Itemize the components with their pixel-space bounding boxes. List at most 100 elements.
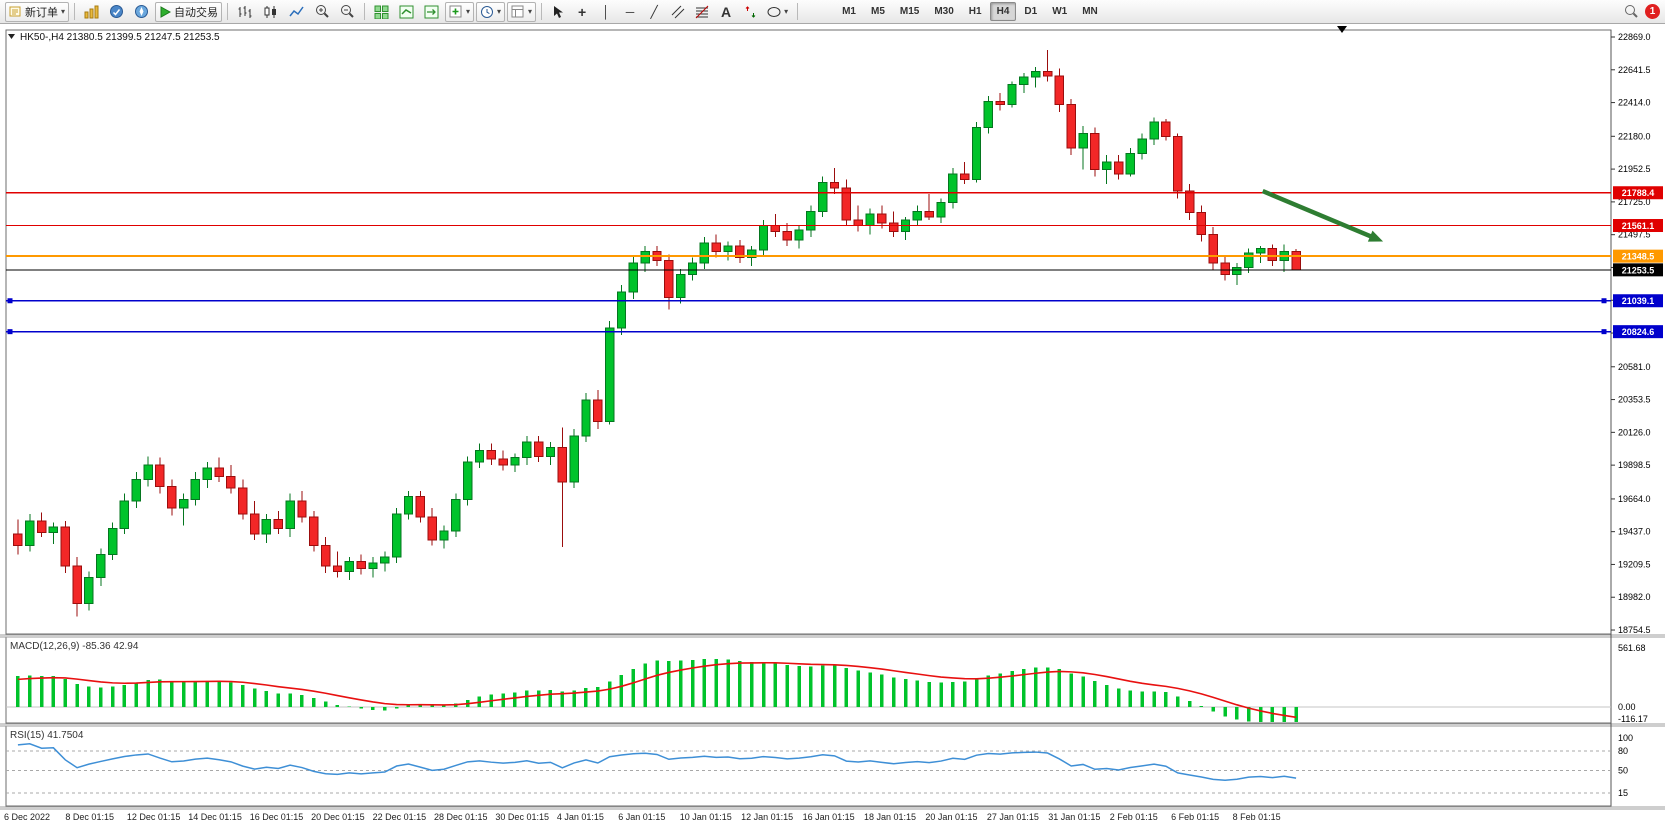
navigator-icon xyxy=(135,5,149,18)
chart-shift-icon xyxy=(424,5,439,18)
crosshair-icon: + xyxy=(577,3,587,20)
line-chart-mode-button[interactable] xyxy=(285,2,309,22)
charts-button[interactable] xyxy=(80,2,103,22)
timeframe-m15-button[interactable]: M15 xyxy=(893,2,926,21)
rsi-label: RSI(15) 41.7504 xyxy=(10,730,84,741)
svg-text:80: 80 xyxy=(1618,746,1628,756)
horizontal-line-tool-button[interactable]: ─ xyxy=(619,2,641,22)
timeframe-w1-button[interactable]: W1 xyxy=(1045,2,1074,21)
trendline-tool-button[interactable]: ╱ xyxy=(643,2,665,22)
timeframe-m1-button[interactable]: M1 xyxy=(835,2,863,21)
toolbar-separator xyxy=(74,3,76,20)
svg-text:21348.5: 21348.5 xyxy=(1622,252,1655,262)
chart-shift-marker[interactable] xyxy=(1337,26,1347,33)
period-button[interactable]: ▾ xyxy=(476,1,506,22)
new-chart-icon xyxy=(449,5,462,18)
timeframe-m5-button[interactable]: M5 xyxy=(864,2,892,21)
svg-text:10 Jan 01:15: 10 Jan 01:15 xyxy=(680,812,732,822)
timeframe-h1-button[interactable]: H1 xyxy=(962,2,989,21)
svg-text:22414.0: 22414.0 xyxy=(1618,98,1651,108)
svg-text:22641.5: 22641.5 xyxy=(1618,65,1651,75)
svg-text:12 Jan 01:15: 12 Jan 01:15 xyxy=(741,812,793,822)
vertical-line-tool-button[interactable]: │ xyxy=(595,2,617,22)
line-handle[interactable] xyxy=(1601,298,1607,304)
line-handle[interactable] xyxy=(7,329,13,335)
svg-text:30 Dec 01:15: 30 Dec 01:15 xyxy=(495,812,549,822)
zoom-in-button[interactable] xyxy=(311,2,334,22)
macd-histogram xyxy=(16,658,1298,722)
fibonacci-tool-button[interactable] xyxy=(691,2,713,22)
time-axis: 6 Dec 2022 8 Dec 01:15 12 Dec 01:15 14 Dec … xyxy=(4,812,1281,822)
svg-text:4 Jan 01:15: 4 Jan 01:15 xyxy=(557,812,604,822)
chevron-down-icon: ▾ xyxy=(528,6,533,16)
line-handle[interactable] xyxy=(7,298,13,304)
chart-shift-button[interactable] xyxy=(420,2,443,22)
svg-text:21497.5: 21497.5 xyxy=(1618,230,1651,240)
horizontal-line-icon: ─ xyxy=(625,4,635,19)
timeframe-group: M1 M5 M15 M30 H1 H4 D1 W1 MN xyxy=(835,2,1105,21)
svg-text:0.00: 0.00 xyxy=(1618,702,1636,712)
svg-text:21788.4: 21788.4 xyxy=(1622,188,1655,198)
svg-text:15: 15 xyxy=(1618,788,1628,798)
svg-text:-116.17: -116.17 xyxy=(1618,714,1648,724)
svg-text:100: 100 xyxy=(1618,733,1633,743)
svg-text:8 Feb 01:15: 8 Feb 01:15 xyxy=(1233,812,1281,822)
text-tool-button[interactable]: A xyxy=(715,2,737,22)
bar-chart-mode-button[interactable] xyxy=(233,2,257,22)
candles-layer xyxy=(13,49,1301,617)
svg-text:28 Dec 01:15: 28 Dec 01:15 xyxy=(434,812,488,822)
toolbar-separator xyxy=(541,3,543,20)
svg-text:6 Feb 01:15: 6 Feb 01:15 xyxy=(1171,812,1219,822)
svg-text:31 Jan 01:15: 31 Jan 01:15 xyxy=(1048,812,1100,822)
timeframe-d1-button[interactable]: D1 xyxy=(1017,2,1044,21)
svg-text:HK50-,H4 21380.5 21399.5 21247: HK50-,H4 21380.5 21399.5 21247.5 21253.5 xyxy=(20,32,220,43)
price-tag xyxy=(1613,186,1663,200)
svg-text:21039.1: 21039.1 xyxy=(1622,296,1655,306)
search-button[interactable] xyxy=(1620,2,1643,22)
price-lines[interactable] xyxy=(6,192,1611,335)
svg-text:16 Dec 01:15: 16 Dec 01:15 xyxy=(250,812,304,822)
zoom-out-button[interactable] xyxy=(336,2,359,22)
cursor-tool-button[interactable] xyxy=(547,2,569,22)
svg-text:19209.5: 19209.5 xyxy=(1618,559,1651,569)
timeframe-m30-button[interactable]: M30 xyxy=(927,2,960,21)
channel-tool-button[interactable] xyxy=(667,2,689,22)
shapes-tool-button[interactable]: ▾ xyxy=(763,2,792,22)
svg-text:2 Feb 01:15: 2 Feb 01:15 xyxy=(1110,812,1158,822)
svg-text:22869.0: 22869.0 xyxy=(1618,32,1651,42)
symbol-ohlc-label: HK50-,H4 21380.5 21399.5 21247.5 21253.5 xyxy=(8,32,220,43)
zoom-in-icon xyxy=(316,5,329,18)
market-watch-button[interactable] xyxy=(105,2,128,22)
template-button[interactable]: ▾ xyxy=(507,1,537,22)
trend-arrow[interactable] xyxy=(1261,188,1384,242)
svg-text:19437.0: 19437.0 xyxy=(1618,527,1651,537)
svg-text:20581.0: 20581.0 xyxy=(1618,362,1651,372)
auto-scroll-button[interactable] xyxy=(395,2,418,22)
price-tag xyxy=(1613,219,1663,233)
arrows-tool-button[interactable] xyxy=(739,2,761,22)
new-order-label: 新订单 xyxy=(25,6,58,19)
new-chart-button[interactable]: ▾ xyxy=(445,1,475,22)
autotrade-button[interactable]: 自动交易 xyxy=(155,1,223,22)
timeframe-h4-button[interactable]: H4 xyxy=(989,2,1017,21)
svg-text:27 Jan 01:15: 27 Jan 01:15 xyxy=(987,812,1039,822)
navigator-button[interactable] xyxy=(130,2,153,22)
line-handle[interactable] xyxy=(1601,329,1607,335)
svg-text:21952.5: 21952.5 xyxy=(1618,164,1651,174)
tile-windows-button[interactable] xyxy=(370,2,393,22)
chart-canvas[interactable]: 22869.0 22641.5 22414.0 22180.0 21952.5 21725… xyxy=(0,24,1665,834)
new-order-button[interactable]: 新订单 ▾ xyxy=(5,1,70,22)
arrows-icon xyxy=(745,5,755,18)
crosshair-tool-button[interactable]: + xyxy=(571,2,593,22)
price-tag xyxy=(1613,294,1663,308)
svg-text:20 Dec 01:15: 20 Dec 01:15 xyxy=(311,812,365,822)
pane-borders xyxy=(0,29,1665,810)
svg-text:16 Jan 01:15: 16 Jan 01:15 xyxy=(803,812,855,822)
notification-badge[interactable]: 1 xyxy=(1645,4,1660,19)
timeframe-mn-button[interactable]: MN xyxy=(1075,2,1105,21)
svg-text:19898.5: 19898.5 xyxy=(1618,460,1651,470)
svg-text:18982.0: 18982.0 xyxy=(1618,592,1651,602)
candlestick-mode-button[interactable] xyxy=(259,2,283,22)
clock-icon xyxy=(481,5,494,18)
svg-text:18 Jan 01:15: 18 Jan 01:15 xyxy=(864,812,916,822)
